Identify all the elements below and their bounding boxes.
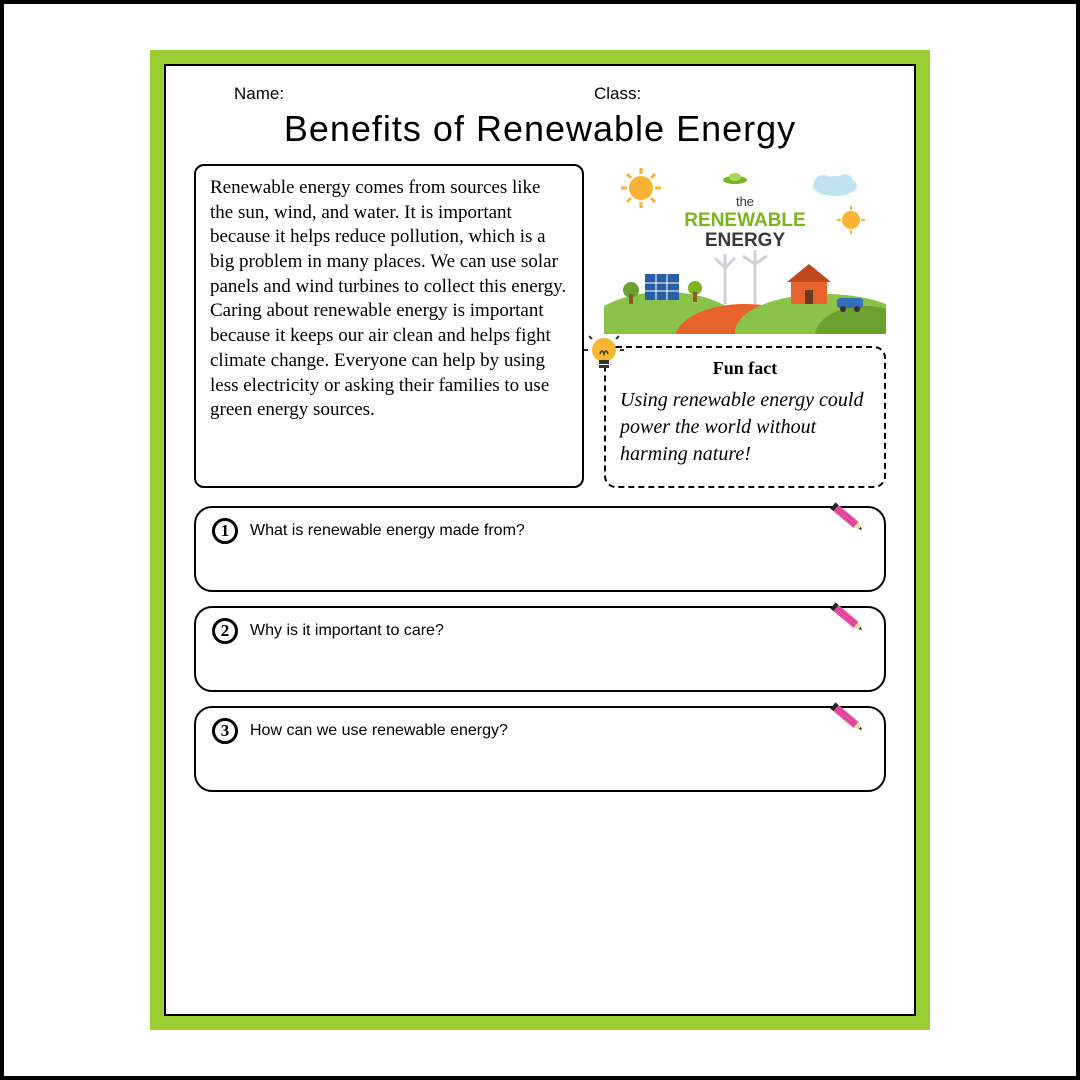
worksheet-page: Name: Class: Benefits of Renewable Energ… — [164, 64, 916, 1016]
name-label: Name: — [234, 84, 554, 104]
pencil-icon — [826, 596, 872, 642]
fun-fact-box: Fun fact Using renewable energy could po… — [604, 346, 886, 488]
renewable-illustration: the RENEWABLE ENERGY — [604, 164, 886, 334]
class-label: Class: — [594, 84, 641, 104]
question-box: 3 How can we use renewable energy? — [194, 706, 886, 792]
question-number: 3 — [212, 718, 238, 744]
question-text: Why is it important to care? — [250, 622, 444, 640]
header-row: Name: Class: — [194, 84, 886, 104]
questions-list: 1 What is renewable energy made from? 2 … — [194, 506, 886, 792]
svg-text:ENERGY: ENERGY — [705, 230, 786, 251]
question-number: 2 — [212, 618, 238, 644]
reading-passage: Renewable energy comes from sources like… — [194, 164, 584, 488]
question-box: 2 Why is it important to care? — [194, 606, 886, 692]
pencil-icon — [826, 496, 872, 542]
pencil-icon — [826, 696, 872, 742]
fun-fact-title: Fun fact — [620, 358, 870, 379]
question-text: How can we use renewable energy? — [250, 722, 508, 740]
upper-section: Renewable energy comes from sources like… — [194, 164, 886, 488]
svg-text:the: the — [736, 194, 754, 209]
green-border: Name: Class: Benefits of Renewable Energ… — [150, 50, 930, 1030]
question-number: 1 — [212, 518, 238, 544]
svg-text:RENEWABLE: RENEWABLE — [684, 210, 805, 231]
page-title: Benefits of Renewable Energy — [194, 108, 886, 150]
lightbulb-icon — [584, 334, 624, 374]
question-text: What is renewable energy made from? — [250, 522, 525, 540]
question-box: 1 What is renewable energy made from? — [194, 506, 886, 592]
fun-fact-body: Using renewable energy could power the w… — [620, 387, 870, 468]
right-column: the RENEWABLE ENERGY — [604, 164, 886, 488]
